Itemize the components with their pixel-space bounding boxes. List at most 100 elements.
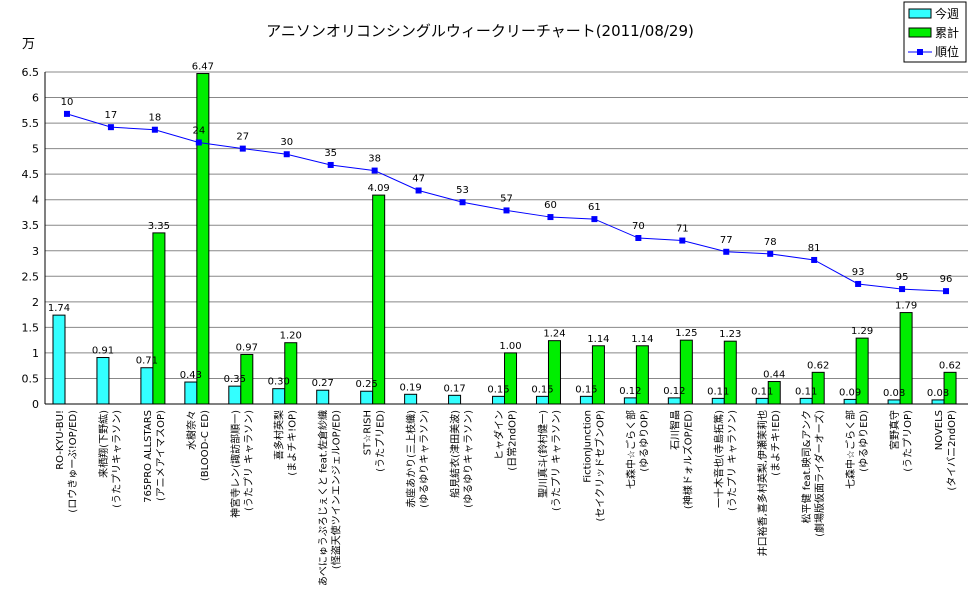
bar-weekly-label: 0.25 <box>356 379 378 390</box>
legend-swatch-weekly <box>908 8 932 19</box>
category-label: 宮野真守 (うたプリOP) <box>888 410 914 472</box>
category-label: 神宮寺レン(諏訪部順一) (うたプリ キャラソン) <box>229 410 255 518</box>
category-label-line: RO-KYU-BU! <box>55 410 66 470</box>
bar-weekly-label: 0.71 <box>136 356 158 367</box>
bar-weekly <box>52 314 66 405</box>
legend-label-weekly: 今週 <box>935 6 959 21</box>
bar-total-label: 0.97 <box>236 342 258 353</box>
category-label: ヒャダイン (日常2ndOP) <box>493 410 519 471</box>
category-label-line: (アニメアイマスOP) <box>156 410 167 501</box>
bar-weekly-label: 0.91 <box>92 346 114 357</box>
bar-weekly-label: 0.43 <box>180 370 202 381</box>
legend-label-rank: 順位 <box>935 44 959 59</box>
category-label-line: (日常2ndOP) <box>506 410 519 471</box>
rank-point <box>459 199 466 206</box>
y-tick-label: 5 <box>32 143 39 156</box>
rank-label: 47 <box>412 173 425 184</box>
category-label-line: (タイバニ2ndOP) <box>946 410 958 491</box>
legend-label-total: 累計 <box>935 25 959 40</box>
bar-weekly <box>184 381 198 405</box>
y-tick-label: 1.5 <box>22 321 40 334</box>
legend: 今週 累計 順位 <box>903 1 967 63</box>
category-label: 石川智晶 (神様ドォルズOP/ED) <box>668 410 694 509</box>
rank-label: 38 <box>368 154 381 165</box>
category-label-line: (うたプリ キャラソン) <box>550 410 562 511</box>
rank-label: 24 <box>192 125 205 136</box>
bar-weekly <box>272 388 286 405</box>
bar-total-label: 1.00 <box>499 341 521 352</box>
rank-label: 53 <box>456 185 469 196</box>
bar-weekly-label: 0.19 <box>399 382 421 393</box>
category-label-line: (うたプリ キャラソン) <box>726 410 738 511</box>
rank-point <box>547 214 554 221</box>
rank-point <box>327 161 334 168</box>
rank-point <box>635 235 642 241</box>
category-label-line: あべにゅうぷろじぇくと feat.佐倉紗織 <box>317 410 330 586</box>
bar-total-label: 1.23 <box>719 329 741 340</box>
category-label-line: (まよチキ!OP) <box>287 410 299 476</box>
category-label: 765PRO ALLSTARS (アニメアイマスOP) <box>143 410 167 503</box>
y-tick-labels: 0 0.5 1 1.5 2 2.5 3 3.5 4 4.5 5 5.5 6 6.5 <box>22 66 40 411</box>
bar-total <box>372 194 386 405</box>
rank-point <box>151 126 158 133</box>
bar-weekly-label: 0.15 <box>531 384 553 395</box>
bar-weekly <box>404 393 418 405</box>
bar-weekly <box>492 395 506 405</box>
rank-label: 17 <box>105 110 118 121</box>
category-label-line: (ゆるゆりキャラソン) <box>419 410 431 508</box>
bar-weekly-label: 0.11 <box>751 386 773 397</box>
bar-weekly <box>667 397 681 405</box>
y-tick-label: 4 <box>32 194 39 207</box>
bar-total-label: 0.44 <box>763 370 785 381</box>
rank-label: 77 <box>720 235 733 246</box>
bar-weekly-label: 0.30 <box>268 377 290 388</box>
rank-label: 96 <box>940 274 953 285</box>
category-label: 来栖翔(下野紘) (うたプリキャラソン) <box>97 410 123 508</box>
rank-label: 70 <box>632 221 645 232</box>
category-label: 七森中☆ごらく部 (ゆるゆりED) <box>844 410 870 489</box>
category-label: ST☆RISH (うたプリED) <box>363 410 387 472</box>
chart-title: アニソンオリコンシングルウィークリーチャート(2011/08/29) <box>266 22 694 40</box>
category-label-line: (ロウきゅーぶ!OP/ED) <box>67 410 79 513</box>
category-label-line: (神様ドォルズOP/ED) <box>681 410 694 509</box>
category-label-line: 765PRO ALLSTARS <box>143 410 154 503</box>
bar-weekly-label: 0.17 <box>443 383 465 394</box>
category-label-line: (セイクリッドセブンOP) <box>593 410 606 522</box>
rank-point <box>107 124 114 131</box>
rank-point <box>855 280 862 287</box>
bar-total <box>152 232 166 405</box>
category-label-line: 七森中☆ごらく部 <box>844 410 857 489</box>
y-tick-label: 6 <box>32 92 39 105</box>
y-tick-label: 2 <box>32 296 39 309</box>
category-label-line: FictionJunction <box>582 410 593 483</box>
category-label: FictionJunction (セイクリッドセブンOP) <box>582 410 606 522</box>
bar-total <box>284 342 298 405</box>
category-label-line: (うたプリOP) <box>902 410 914 472</box>
category-label: 赤座あかり(三上枝織) (ゆるゆりキャラソン) <box>405 410 431 508</box>
bar-total-label: 4.09 <box>368 183 390 194</box>
bar-total <box>504 352 518 405</box>
bar-weekly <box>316 389 330 405</box>
y-tick-label: 3.5 <box>22 219 40 232</box>
bar-total-label: 1.14 <box>587 334 609 345</box>
category-label-line: 来栖翔(下野紘) <box>97 410 110 478</box>
y-tick-label: 0 <box>32 398 39 411</box>
rank-line-series <box>63 110 950 295</box>
bar-weekly-label: 0.08 <box>927 388 949 399</box>
category-label: あべにゅうぷろじぇくと feat.佐倉紗織 (怪盗天使ツインエンジェルOP/ED) <box>317 410 343 586</box>
bar-total-label: 0.62 <box>807 360 829 371</box>
bar-total-label: 1.29 <box>851 326 873 337</box>
bar-weekly <box>535 395 549 405</box>
bar-total-label: 0.62 <box>939 360 961 371</box>
y-tick-label: 1 <box>32 347 39 360</box>
category-label-line: 水樹奈々 <box>185 410 198 450</box>
rank-point <box>63 110 70 117</box>
category-label-line: (ゆるゆりOP) <box>638 410 650 472</box>
rank-point <box>591 216 598 223</box>
bar-weekly-label: 0.35 <box>224 374 246 385</box>
rank-point <box>195 139 202 146</box>
category-label-line: 井口裕香,喜多村英梨,伊瀬茉莉也 <box>756 410 769 556</box>
y-tick-label: 4.5 <box>22 168 40 181</box>
bar-series <box>52 73 957 405</box>
